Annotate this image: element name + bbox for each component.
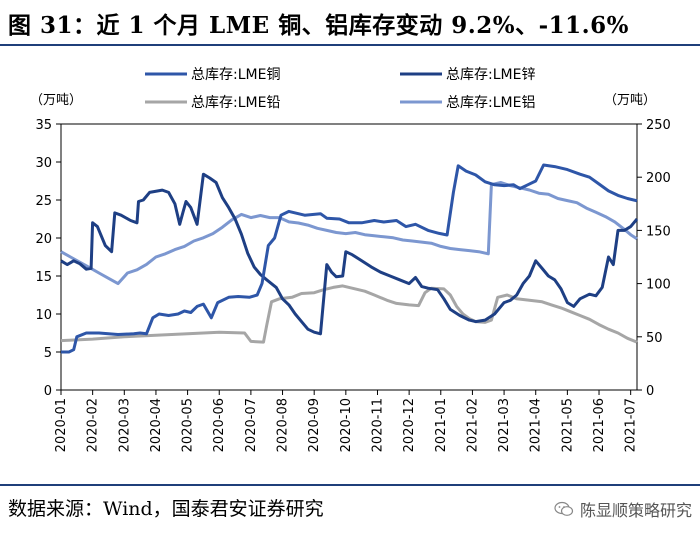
left-tick-label: 5 [44, 346, 52, 361]
right-tick-label: 0 [646, 384, 654, 399]
legend-label: 总库存:LME铅 [191, 95, 280, 111]
x-tick-label: 2020-10 [339, 398, 354, 452]
x-tick-label: 2020-11 [370, 398, 385, 452]
left-tick-label: 15 [35, 270, 52, 285]
brand-name: 陈显顺策略研究 [579, 501, 692, 520]
legend-label: 总库存:LME锌 [446, 67, 535, 83]
right-tick-label: 150 [646, 224, 671, 239]
right-tick-label: 50 [646, 331, 663, 346]
x-tick-label: 2020-06 [212, 398, 227, 452]
legend-label: 总库存:LME铜 [191, 67, 280, 83]
wechat-brand: 陈显顺策略研究 [554, 497, 692, 521]
x-tick-label: 2021-02 [465, 398, 480, 452]
plot-area-frame [60, 123, 638, 391]
x-tick-label: 2020-04 [149, 398, 164, 452]
x-tick-label: 2021-03 [497, 398, 512, 452]
figure-title: 图 31：近 1 个月 LME 铜、铝库存变动 9.2%、-11.6% [8, 12, 630, 39]
right-axis-unit: （万吨） [604, 93, 656, 108]
x-tick-label: 2021-07 [624, 398, 639, 452]
series-line-0 [61, 163, 638, 354]
x-tick-label: 2020-03 [117, 398, 132, 452]
footer-rule [0, 484, 700, 486]
x-tick-label: 2020-01 [54, 398, 69, 452]
series-lines [60, 163, 639, 354]
left-tick-label: 35 [35, 118, 52, 133]
x-axis: 2020-01 2020-02 2020-03 2020-04 2020-05 2020-… [54, 390, 639, 452]
wechat-icon [554, 501, 574, 516]
x-tick-label: 2021-06 [592, 398, 607, 452]
left-tick-label: 10 [35, 308, 52, 323]
x-tick-label: 2020-05 [181, 398, 196, 452]
x-tick-label: 2021-04 [529, 398, 544, 452]
left-tick-label: 25 [35, 194, 52, 209]
right-tick-label: 100 [646, 278, 671, 293]
series-line-2 [60, 284, 638, 344]
title-bar: 图 31：近 1 个月 LME 铜、铝库存变动 9.2%、-11.6% [0, 0, 700, 46]
right-tick-label: 250 [646, 118, 671, 133]
x-tick-label: 2020-07 [244, 398, 259, 452]
series-line-1 [60, 172, 639, 336]
left-axis: 0 5 10 15 20 25 30 35 [35, 118, 61, 399]
x-tick-label: 2020-08 [276, 398, 291, 452]
right-axis: 0 50 100 150 200 250 [637, 118, 671, 399]
x-tick-label: 2021-01 [434, 398, 449, 452]
left-axis-unit: （万吨） [30, 93, 82, 108]
left-tick-label: 20 [35, 232, 52, 247]
x-tick-label: 2020-09 [307, 398, 322, 452]
legend-label: 总库存:LME铝 [446, 95, 535, 111]
right-tick-label: 200 [646, 171, 671, 186]
data-source: 数据来源：Wind，国泰君安证券研究 [8, 498, 324, 520]
x-tick-label: 2021-05 [560, 398, 575, 452]
x-tick-label: 2020-12 [402, 398, 417, 452]
x-tick-label: 2020-02 [86, 398, 101, 452]
left-tick-label: 0 [44, 384, 52, 399]
left-tick-label: 30 [35, 156, 52, 171]
series-line-3 [60, 181, 638, 286]
